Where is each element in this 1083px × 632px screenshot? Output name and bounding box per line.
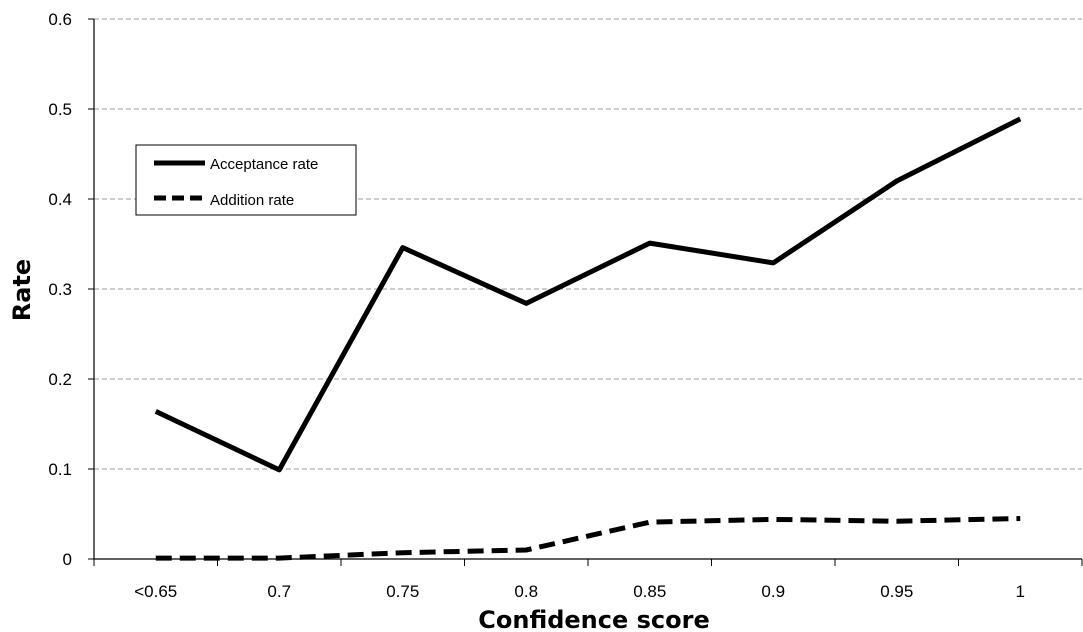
legend-label-addition-rate: Addition rate (210, 192, 294, 209)
y-tick-label: 0.5 (48, 100, 72, 119)
gridlines (94, 18, 1082, 470)
series-line-addition-rate (155, 516, 1021, 561)
y-tick-label: 0.2 (48, 370, 72, 389)
legend: Acceptance rate Addition rate (135, 144, 357, 216)
y-axis-title: Rate (8, 259, 36, 321)
y-tick-label: 0 (63, 550, 72, 569)
y-axis-ticks: 0 0.1 0.2 0.3 0.4 0.5 0.6 (48, 10, 94, 569)
series-lines (154, 116, 1022, 561)
x-tick-label: 0.8 (514, 582, 538, 601)
y-tick-label: 0.3 (48, 280, 72, 299)
legend-label-acceptance-rate: Acceptance rate (210, 156, 318, 173)
x-tick-label: 1 (1016, 582, 1025, 601)
x-axis-title: Confidence score (478, 606, 710, 632)
legend-box (135, 144, 357, 216)
x-tick-label: 0.75 (386, 582, 419, 601)
x-tick-label: 0.95 (880, 582, 913, 601)
x-axis-ticks: <0.65 0.7 0.75 0.8 0.85 0.9 0.95 1 (93, 559, 1083, 601)
series-line-acceptance-rate (154, 116, 1022, 473)
y-tick-label: 0.6 (48, 10, 72, 29)
x-tick-label: <0.65 (134, 582, 177, 601)
y-tick-label: 0.4 (48, 190, 72, 209)
y-tick-label: 0.1 (48, 460, 72, 479)
x-tick-label: 0.7 (267, 582, 291, 601)
x-tick-label: 0.85 (633, 582, 666, 601)
x-tick-label: 0.9 (761, 582, 785, 601)
